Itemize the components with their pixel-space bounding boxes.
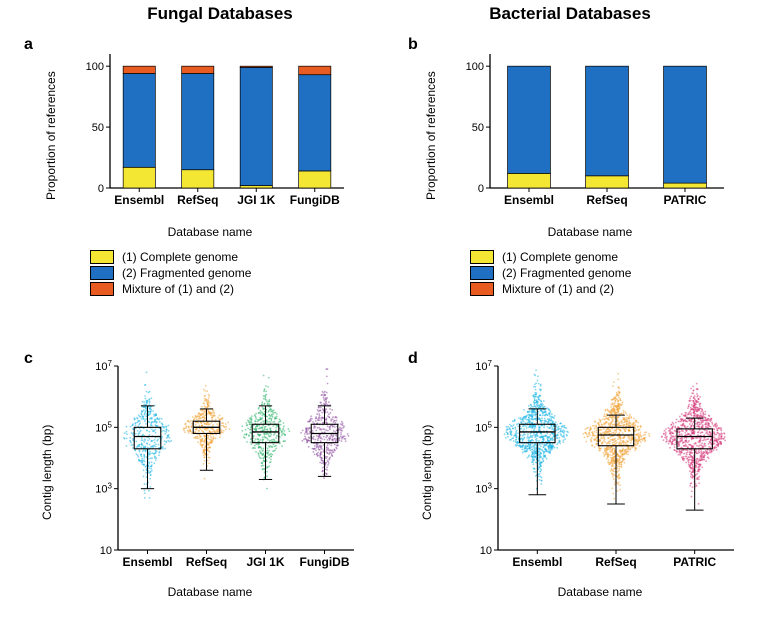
title-bacterial: Bacterial Databases [450, 4, 690, 24]
svg-text:107: 107 [475, 360, 492, 373]
svg-text:0: 0 [98, 183, 104, 195]
svg-text:FungiDB: FungiDB [290, 193, 340, 207]
panel-d-ylabel: Contig length (bp) [420, 425, 434, 520]
svg-text:100: 100 [86, 61, 104, 73]
legend-a: (1) Complete genome (2) Fragmented genom… [90, 250, 251, 298]
svg-text:107: 107 [95, 360, 112, 373]
swatch-complete-icon [90, 250, 114, 264]
panel-label-a: a [24, 36, 33, 54]
title-fungal: Fungal Databases [110, 4, 330, 24]
panel-d-chart: 10 103 105 107 Ensembl RefSeq PATRIC [460, 360, 740, 580]
panel-c-ylabel: Contig length (bp) [40, 425, 54, 520]
svg-text:PATRIC: PATRIC [673, 555, 716, 569]
panel-label-d: d [408, 350, 418, 368]
panel-b-ylabel: Proportion of references [424, 71, 438, 200]
figure-root: Fungal Databases Bacterial Databases a b… [0, 0, 778, 627]
legend-b-complete: (1) Complete genome [470, 250, 631, 264]
panel-a-ylabel: Proportion of references [44, 71, 58, 200]
legend-label-fragmented: (2) Fragmented genome [122, 266, 251, 280]
svg-text:10: 10 [480, 545, 492, 557]
legend-label-complete: (1) Complete genome [122, 250, 238, 264]
svg-text:50: 50 [472, 122, 484, 134]
svg-text:105: 105 [475, 420, 492, 435]
legend-b: (1) Complete genome (2) Fragmented genom… [470, 250, 631, 298]
svg-text:RefSeq: RefSeq [186, 555, 227, 569]
legend-label-mixture-b: Mixture of (1) and (2) [502, 282, 614, 296]
svg-text:103: 103 [95, 481, 112, 496]
swatch-mixture-icon [90, 282, 114, 296]
legend-b-fragmented: (2) Fragmented genome [470, 266, 631, 280]
panel-d-xlabel: Database name [540, 585, 660, 599]
svg-text:PATRIC: PATRIC [664, 193, 707, 207]
svg-text:Ensembl: Ensembl [122, 555, 172, 569]
panel-c-xlabel: Database name [150, 585, 270, 599]
svg-text:RefSeq: RefSeq [586, 193, 627, 207]
svg-text:10: 10 [100, 545, 112, 557]
panel-a-xlabel: Database name [150, 225, 270, 239]
panel-b-chart: 0 50 100 Ensembl RefSeq PATRIC [460, 48, 730, 218]
svg-text:Ensembl: Ensembl [114, 193, 164, 207]
legend-a-complete: (1) Complete genome [90, 250, 251, 264]
legend-label-mixture: Mixture of (1) and (2) [122, 282, 234, 296]
svg-text:105: 105 [95, 420, 112, 435]
svg-text:FungiDB: FungiDB [300, 555, 350, 569]
swatch-fragmented-icon [470, 266, 494, 280]
svg-text:RefSeq: RefSeq [595, 555, 636, 569]
svg-text:0: 0 [478, 183, 484, 195]
svg-text:Ensembl: Ensembl [512, 555, 562, 569]
legend-b-mixture: Mixture of (1) and (2) [470, 282, 631, 296]
svg-text:JGI 1K: JGI 1K [246, 555, 284, 569]
swatch-fragmented-icon [90, 266, 114, 280]
svg-text:JGI 1K: JGI 1K [237, 193, 275, 207]
legend-label-fragmented-b: (2) Fragmented genome [502, 266, 631, 280]
svg-text:100: 100 [466, 61, 484, 73]
panel-a-chart: 0 50 100 Ensembl RefSeq JGI 1K FungiDB [80, 48, 350, 218]
svg-text:Ensembl: Ensembl [504, 193, 554, 207]
svg-text:103: 103 [475, 481, 492, 496]
legend-label-complete-b: (1) Complete genome [502, 250, 618, 264]
swatch-mixture-icon [470, 282, 494, 296]
legend-a-mixture: Mixture of (1) and (2) [90, 282, 251, 296]
legend-a-fragmented: (2) Fragmented genome [90, 266, 251, 280]
panel-b-xlabel: Database name [530, 225, 650, 239]
panel-label-c: c [24, 350, 33, 368]
swatch-complete-icon [470, 250, 494, 264]
panel-c-chart: 10 103 105 107 Ensembl RefSeq JGI 1K FungiDB [80, 360, 360, 580]
svg-text:RefSeq: RefSeq [177, 193, 218, 207]
panel-label-b: b [408, 36, 418, 54]
svg-text:50: 50 [92, 122, 104, 134]
